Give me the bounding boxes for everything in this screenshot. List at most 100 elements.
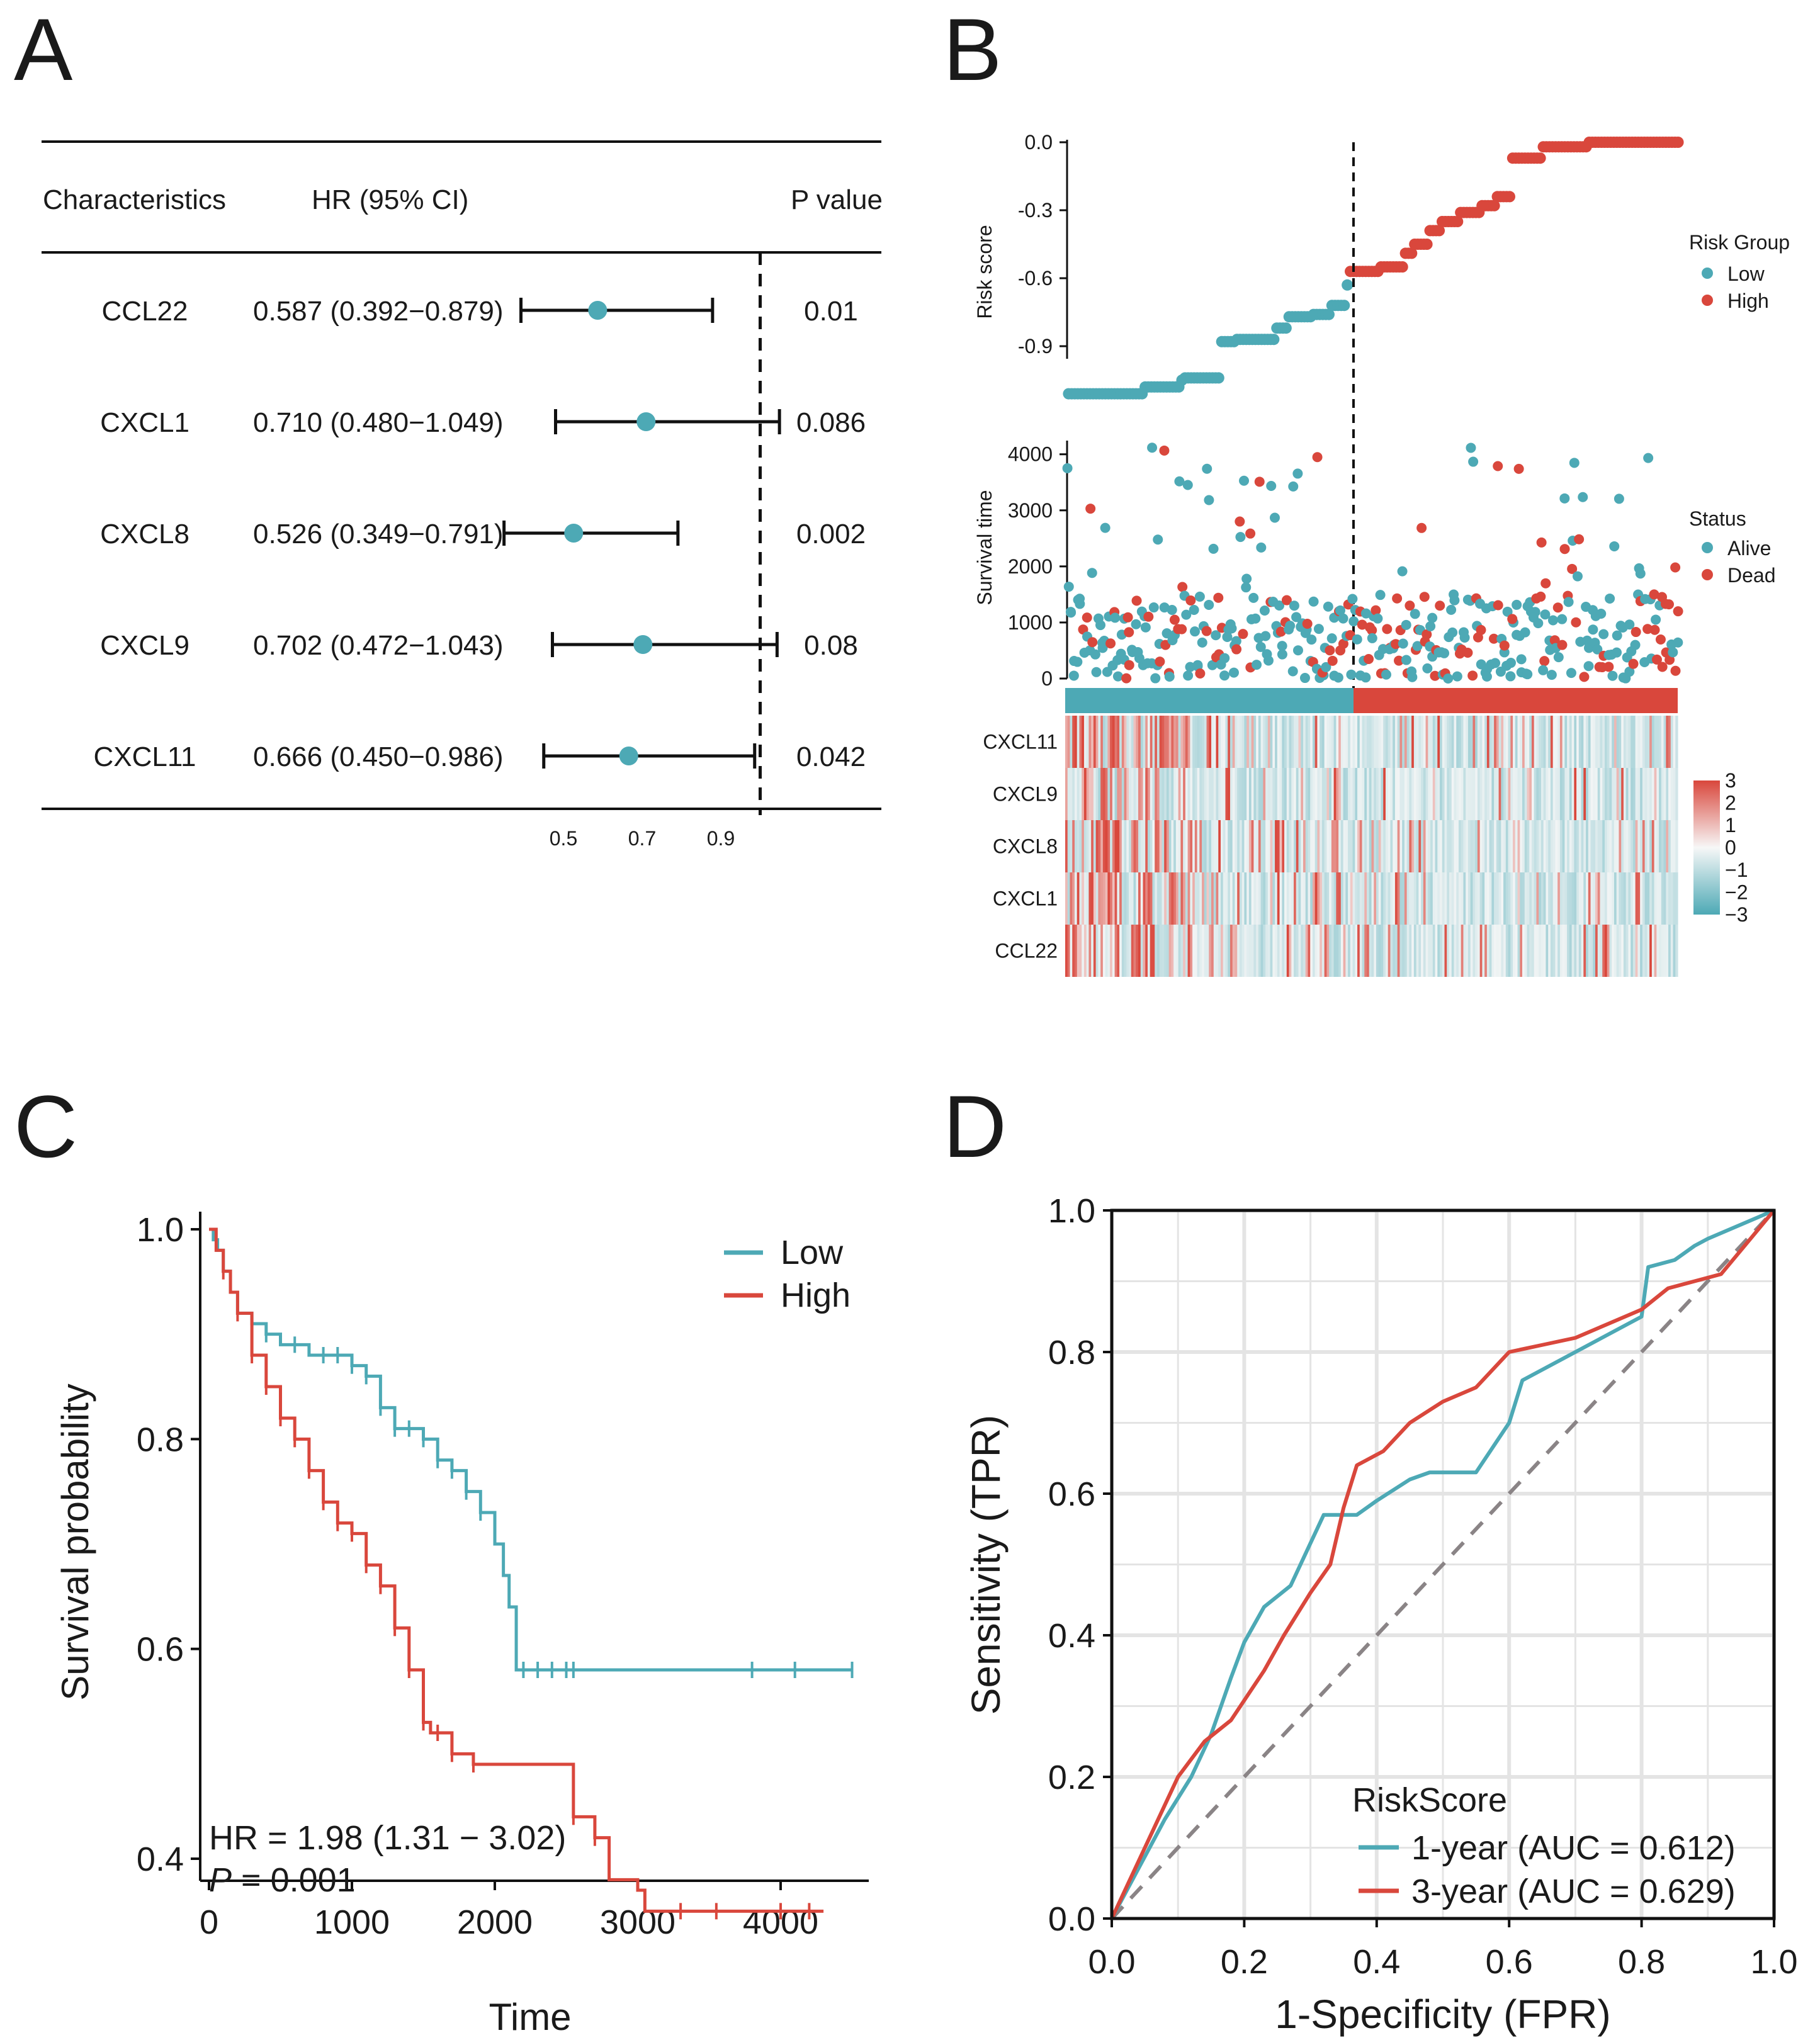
survival-point bbox=[1552, 602, 1563, 613]
heatmap-cell bbox=[1673, 872, 1676, 925]
heatmap-cell bbox=[1381, 768, 1384, 820]
heatmap-cell bbox=[1374, 925, 1377, 977]
survival-point bbox=[1655, 634, 1666, 645]
heatmap-cell bbox=[1520, 872, 1523, 925]
heatmap-cell bbox=[1204, 820, 1207, 872]
heatmap-cell bbox=[1604, 820, 1608, 872]
heatmap-cell bbox=[1612, 716, 1615, 768]
heatmap-cell bbox=[1263, 820, 1266, 872]
heatmap-cell bbox=[1607, 768, 1610, 820]
heatmap-cell bbox=[1359, 716, 1363, 768]
heatmap-cell bbox=[1357, 872, 1360, 925]
heatmap-cell bbox=[1442, 872, 1445, 925]
heatmap-cell bbox=[1124, 820, 1127, 872]
survival-y-tick-label: 4000 bbox=[1008, 443, 1053, 466]
heatmap-cell bbox=[1350, 872, 1354, 925]
heatmap-cell bbox=[1539, 925, 1542, 977]
heatmap-cell bbox=[1173, 872, 1177, 925]
heatmap-cell bbox=[1194, 716, 1198, 768]
survival-point bbox=[1281, 595, 1292, 606]
heatmap-cell bbox=[1491, 716, 1495, 768]
heatmap-cell bbox=[1637, 716, 1641, 768]
roc-x-tick-label: 0.0 bbox=[1088, 1943, 1135, 1981]
header-hr: HR (95% CI) bbox=[312, 184, 468, 215]
heatmap-cell bbox=[1206, 925, 1209, 977]
heatmap-cell bbox=[1517, 925, 1520, 977]
heatmap-cell bbox=[1590, 820, 1593, 872]
survival-point bbox=[1588, 624, 1598, 635]
heatmap-cell bbox=[1583, 925, 1586, 977]
heatmap-cell bbox=[1258, 820, 1262, 872]
heatmap-cell bbox=[1567, 872, 1570, 925]
heatmap-cell bbox=[1133, 925, 1136, 977]
heatmap-cell bbox=[1552, 872, 1556, 925]
heatmap-cell bbox=[1631, 925, 1634, 977]
heatmap-cell bbox=[1411, 716, 1415, 768]
heatmap-cell bbox=[1348, 768, 1351, 820]
row-name: CXCL9 bbox=[100, 630, 189, 661]
heatmap-cell bbox=[1119, 925, 1122, 977]
heatmap-cell bbox=[1447, 925, 1450, 977]
survival-point bbox=[1375, 590, 1386, 600]
heatmap-cell bbox=[1367, 716, 1370, 768]
heatmap-cell bbox=[1112, 925, 1116, 977]
heatmap-cell bbox=[1175, 925, 1179, 977]
heatmap-cell bbox=[1668, 820, 1671, 872]
survival-point bbox=[1277, 641, 1287, 651]
heatmap-cell bbox=[1202, 872, 1205, 925]
survival-point bbox=[1112, 671, 1123, 682]
survival-point bbox=[1507, 614, 1518, 624]
heatmap-cell bbox=[1350, 768, 1354, 820]
heatmap-cell bbox=[1670, 925, 1674, 977]
heatmap-cell bbox=[1117, 925, 1120, 977]
km-y-tick-label: 1.0 bbox=[137, 1211, 184, 1249]
heatmap-cell bbox=[1666, 820, 1669, 872]
heatmap-cell bbox=[1659, 872, 1662, 925]
heatmap-cell bbox=[1082, 768, 1085, 820]
heatmap-cell bbox=[1524, 716, 1528, 768]
heatmap-cell bbox=[1152, 820, 1155, 872]
heatmap-cell bbox=[1451, 768, 1455, 820]
heatmap-cell bbox=[1129, 925, 1132, 977]
heatmap-cell bbox=[1501, 925, 1504, 977]
legend-high-label: High bbox=[1727, 290, 1769, 312]
heatmap-cell bbox=[1546, 872, 1549, 925]
heatmap-cell bbox=[1343, 872, 1346, 925]
heatmap-cell bbox=[1428, 716, 1431, 768]
heatmap-cell bbox=[1187, 925, 1190, 977]
heatmap-cell bbox=[1567, 925, 1570, 977]
heatmap-cell bbox=[1586, 820, 1589, 872]
heatmap-cell bbox=[1079, 768, 1082, 820]
heatmap-cell bbox=[1310, 820, 1313, 872]
survival-point bbox=[1536, 537, 1547, 548]
heatmap-cell bbox=[1183, 716, 1186, 768]
heatmap-cell bbox=[1192, 716, 1195, 768]
heatmap-cell bbox=[1228, 716, 1231, 768]
heatmap-cell bbox=[1484, 768, 1488, 820]
heatmap-cell bbox=[1409, 820, 1412, 872]
heatmap-cell bbox=[1329, 768, 1332, 820]
panel-label-a: A bbox=[14, 0, 73, 99]
heatmap-cell bbox=[1246, 820, 1250, 872]
heatmap-cell bbox=[1119, 716, 1122, 768]
heatmap-cell bbox=[1574, 820, 1577, 872]
heatmap-cell bbox=[1444, 716, 1447, 768]
heatmap-cell bbox=[1197, 716, 1200, 768]
heatmap-cell bbox=[1486, 872, 1490, 925]
heatmap-cell bbox=[1173, 716, 1177, 768]
survival-point bbox=[1204, 599, 1214, 610]
heatmap-cell bbox=[1260, 872, 1263, 925]
heatmap-cell bbox=[1218, 872, 1221, 925]
survival-point bbox=[1612, 630, 1622, 641]
heatmap-cell bbox=[1077, 716, 1080, 768]
heatmap-cell bbox=[1331, 820, 1335, 872]
survival-point bbox=[1266, 480, 1277, 491]
heatmap-cell bbox=[1256, 925, 1259, 977]
heatmap-cell bbox=[1621, 925, 1624, 977]
heatmap-cell bbox=[1494, 925, 1497, 977]
heatmap-cell bbox=[1256, 820, 1259, 872]
heatmap-row-cxcl11 bbox=[1065, 716, 1678, 768]
heatmap-cell bbox=[1156, 925, 1160, 977]
heatmap-cell bbox=[1425, 820, 1428, 872]
risk-point bbox=[1534, 152, 1546, 164]
